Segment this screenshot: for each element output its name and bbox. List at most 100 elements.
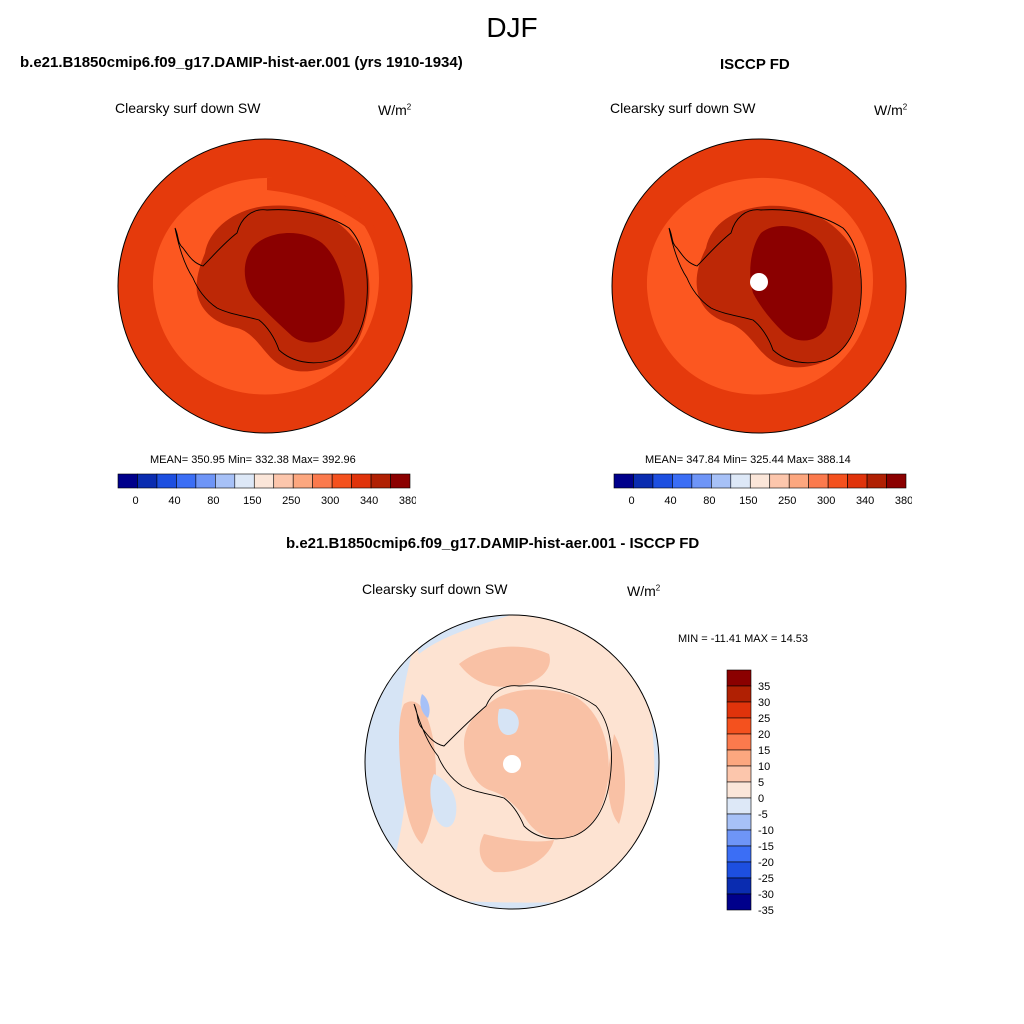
model-colorbar-box — [331, 473, 352, 489]
obs-colorbar-tick: 250 — [778, 495, 796, 507]
diff-colorbar: 35 30 25 20 15 10 5 0 -5 -10 -15 -20 -25 -30 -35 — [726, 669, 774, 914]
model-colorbar-box — [117, 473, 138, 489]
model-colorbar-tick: 300 — [321, 495, 339, 507]
diff-coastline — [413, 685, 612, 840]
model-colorbar-tick: 250 — [282, 495, 300, 507]
obs-colorbar-box — [672, 473, 693, 489]
model-colorbar-box — [253, 473, 275, 489]
model-variable-label: Clearsky surf down SW — [115, 100, 261, 116]
diff-pos-right-sector — [607, 734, 626, 824]
model-colorbar-tick: 380 — [399, 495, 416, 507]
model-polar-map — [117, 138, 413, 434]
obs-stats: MEAN= 347.84 Min= 325.44 Max= 388.14 — [645, 454, 851, 466]
diff-units-label: W/m2 — [627, 583, 661, 599]
model-colorbar-tick: 0 — [132, 495, 138, 507]
model-stats: MEAN= 350.95 Min= 332.38 Max= 392.96 — [150, 454, 356, 466]
obs-colorbar-box — [730, 473, 751, 489]
diff-pos-lower-sector — [479, 834, 554, 873]
diff-colorbar-box — [726, 877, 752, 895]
diff-pole-mask — [503, 755, 521, 773]
model-plateau-region — [244, 232, 345, 343]
diff-variable-label: Clearsky surf down SW — [362, 581, 508, 597]
obs-colorbar-box — [749, 473, 771, 489]
obs-colorbar-tick: 150 — [739, 495, 757, 507]
model-colorbar-box — [215, 473, 236, 489]
obs-colorbar-tick: 40 — [664, 495, 676, 507]
diff-colorbar-box — [726, 861, 752, 879]
diff-colorbar-box — [726, 717, 752, 735]
model-colorbar: 0 40 80 150 250 300 340 380 — [117, 473, 416, 507]
obs-variable-label: Clearsky surf down SW — [610, 100, 756, 116]
model-colorbar-tick: 340 — [360, 495, 378, 507]
obs-colorbar-tick: 380 — [895, 495, 912, 507]
diff-colorbar-box — [726, 845, 752, 863]
diff-colorbar-box — [726, 669, 752, 687]
diff-colorbar-box — [726, 701, 752, 719]
model-colorbar-tick: 150 — [243, 495, 261, 507]
obs-colorbar-tick: 0 — [628, 495, 634, 507]
diff-colorbar-tick: 30 — [758, 697, 770, 709]
figure-title: DJF — [486, 12, 538, 43]
diff-colorbar-box — [726, 733, 752, 751]
model-colorbar-box — [390, 473, 411, 489]
diff-polar-map — [364, 614, 660, 910]
diff-colorbar-tick: 10 — [758, 761, 770, 773]
obs-colorbar-box — [691, 473, 712, 489]
obs-colorbar-box — [847, 473, 868, 489]
model-units-label: W/m2 — [378, 102, 412, 118]
model-coastline — [174, 209, 368, 364]
obs-units-label: W/m2 — [874, 102, 908, 118]
obs-pole-mask — [750, 273, 768, 291]
obs-colorbar: 0 40 80 150 250 300 340 380 — [613, 473, 912, 507]
diff-colorbar-tick: -20 — [758, 857, 774, 869]
obs-colorbar-box — [886, 473, 907, 489]
diff-colorbar-tick: -35 — [758, 905, 774, 914]
model-colorbar-box — [176, 473, 197, 489]
model-colorbar-tick: 80 — [207, 495, 219, 507]
diff-panel-header: b.e21.B1850cmip6.f09_g17.DAMIP-hist-aer.… — [286, 535, 700, 552]
obs-colorbar-box — [827, 473, 848, 489]
model-colorbar-box — [292, 473, 313, 489]
model-colorbar-box — [234, 473, 255, 489]
diff-colorbar-tick: -25 — [758, 873, 774, 885]
obs-colorbar-tick: 80 — [703, 495, 715, 507]
diff-neg-strong-patch — [420, 694, 430, 718]
diff-colorbar-tick: 5 — [758, 777, 764, 789]
diff-colorbar-box — [726, 797, 752, 815]
diff-colorbar-box — [726, 893, 752, 911]
diff-colorbar-tick: 35 — [758, 681, 770, 693]
diff-colorbar-tick: -5 — [758, 809, 768, 821]
obs-colorbar-box — [652, 473, 673, 489]
diff-colorbar-box — [726, 685, 752, 703]
diff-colorbar-tick: -30 — [758, 889, 774, 901]
model-colorbar-box — [273, 473, 294, 489]
diff-stats: MIN = -11.41 MAX = 14.53 — [678, 633, 809, 645]
model-colorbar-box — [156, 473, 177, 489]
model-colorbar-box — [312, 473, 333, 489]
obs-colorbar-box — [808, 473, 829, 489]
obs-colorbar-box — [866, 473, 887, 489]
model-panel-header: b.e21.B1850cmip6.f09_g17.DAMIP-hist-aer.… — [20, 54, 463, 71]
obs-colorbar-tick: 340 — [856, 495, 874, 507]
diff-colorbar-tick: 20 — [758, 729, 770, 741]
diff-colorbar-tick: 15 — [758, 745, 770, 757]
diff-neg-patch-interior — [497, 708, 519, 736]
model-colorbar-box — [351, 473, 372, 489]
diff-colorbar-tick: 0 — [758, 793, 764, 805]
obs-polar-map — [611, 138, 907, 434]
diff-colorbar-box — [726, 749, 752, 767]
diff-colorbar-box — [726, 765, 752, 783]
diff-colorbar-box — [726, 813, 752, 831]
model-ring-arc — [267, 177, 379, 238]
obs-plateau-region — [750, 225, 833, 341]
diff-colorbar-tick: 25 — [758, 713, 770, 725]
obs-colorbar-box — [711, 473, 732, 489]
obs-colorbar-box — [633, 473, 654, 489]
diff-colorbar-box — [726, 781, 752, 799]
diff-colorbar-tick: -10 — [758, 825, 774, 837]
model-colorbar-box — [370, 473, 391, 489]
obs-colorbar-box — [769, 473, 790, 489]
diff-pos-upper-sector — [459, 646, 550, 687]
diff-colorbar-box — [726, 829, 752, 847]
obs-colorbar-box — [788, 473, 809, 489]
